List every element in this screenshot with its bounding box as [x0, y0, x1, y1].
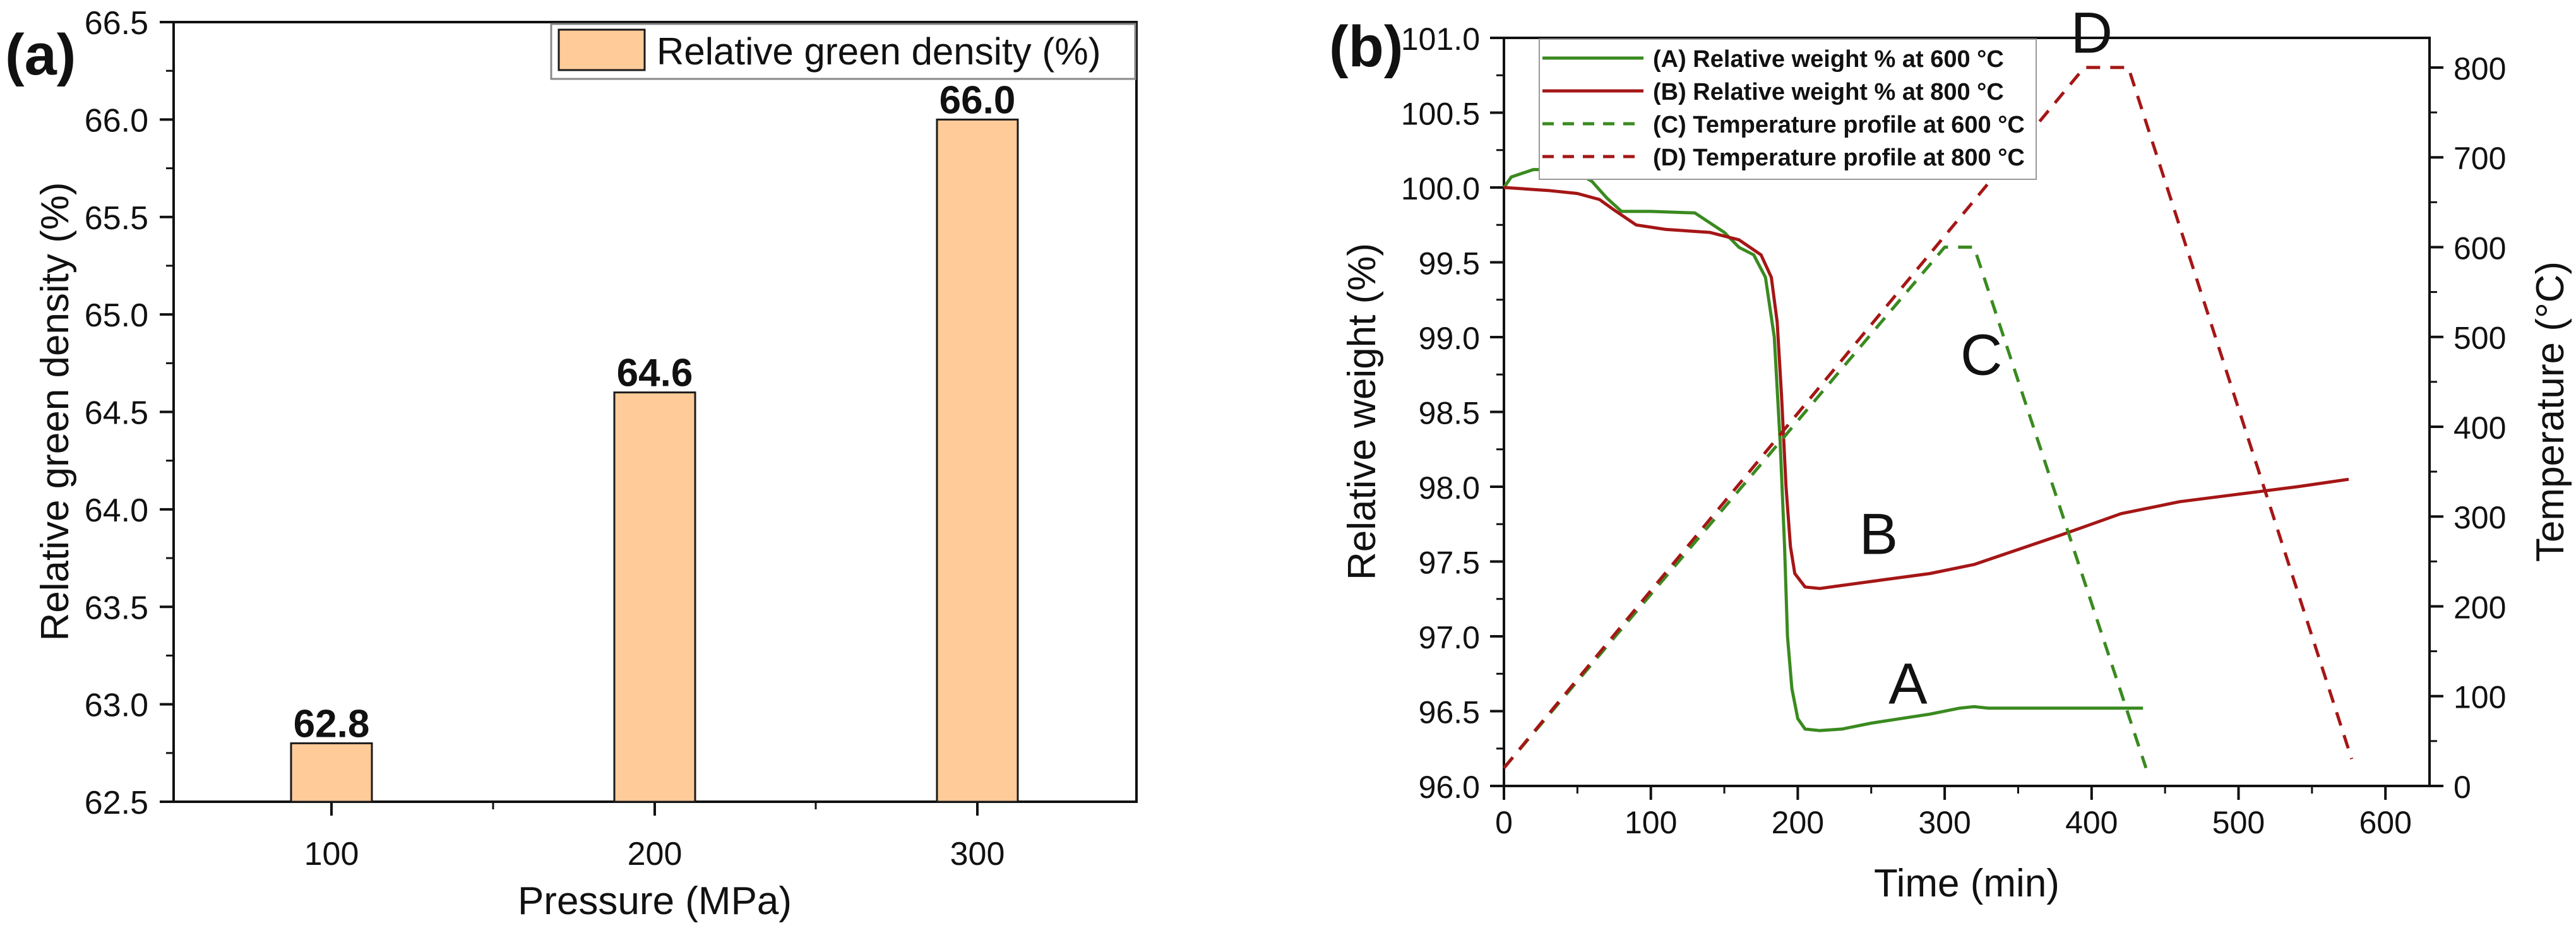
- y2-tick-label: 0: [2454, 770, 2471, 805]
- x-tick-label: 400: [2065, 805, 2118, 840]
- x-tick-label: 0: [1495, 805, 1513, 840]
- curve-label-d: D: [2071, 1, 2113, 66]
- y-tick-label: 66.5: [85, 5, 148, 42]
- bar: [613, 391, 696, 803]
- y-axis: 62.5 63.0 63.5 64.0 64.5 65.0 65.5 66.0 66.5: [85, 5, 174, 821]
- x-tick-label: 200: [1772, 805, 1824, 840]
- x-tick-label: 100: [1625, 805, 1677, 840]
- x-tick-label: 200: [628, 836, 683, 872]
- legend-box: [1539, 39, 2037, 180]
- legend-label: Relative green density (%): [657, 30, 1101, 73]
- bar-chart-panel: 62.5 63.0 63.5 64.0 64.5 65.0 65.5 66.0 66.5 100…: [33, 5, 1138, 923]
- y2-tick-label: 800: [2454, 51, 2506, 86]
- right-y-axis: 0 100 200 300 400 500 600 700 800: [2430, 51, 2506, 805]
- bar: [936, 118, 1019, 803]
- bar-value-labels: 62.8 64.6 66.0: [294, 78, 1016, 746]
- curve-label-b: B: [1859, 503, 1898, 567]
- y-tick-label: 97.0: [1419, 620, 1480, 655]
- legend-label: (A) Relative weight % at 600 °C: [1653, 46, 2004, 73]
- panel-a-label: (a): [5, 23, 76, 87]
- x-axis: 100 200 300: [304, 802, 1005, 872]
- y-tick-label: 99.0: [1419, 321, 1480, 356]
- curve-label-c: C: [1960, 323, 2002, 387]
- y-axis-title: Relative green density (%): [33, 182, 77, 641]
- left-y-axis: 96.0 96.5 97.0 97.5 98.0 98.5 99.0 99.5 100.0 100…: [1401, 21, 1504, 805]
- y-tick-label: 96.0: [1419, 770, 1480, 805]
- series-line-a: [1502, 168, 2144, 732]
- y-tick-label: 65.5: [85, 200, 148, 237]
- curve-letter-labels: A B C D: [1859, 1, 2113, 717]
- legend-swatch: [558, 28, 646, 71]
- y2-tick-label: 400: [2454, 410, 2506, 446]
- bar: [290, 742, 373, 803]
- y-tick-label: 66.0: [85, 102, 148, 139]
- series-line-b: [1503, 186, 2349, 590]
- panel-b-label: (b): [1329, 15, 1403, 79]
- y2-tick-label: 300: [2454, 500, 2506, 535]
- bar-value-label: 62.8: [294, 702, 370, 746]
- y-tick-label: 101.0: [1401, 21, 1480, 57]
- y-tick-label: 97.5: [1419, 545, 1480, 581]
- y-tick-label: 100.0: [1401, 171, 1480, 206]
- x-tick-label: 100: [304, 836, 359, 872]
- x-tick-label: 600: [2359, 805, 2411, 840]
- legend: Relative green density (%): [550, 23, 1136, 80]
- y2-tick-label: 700: [2454, 141, 2506, 176]
- x-axis-title: Time (min): [1874, 862, 2060, 905]
- x-tick-label: 500: [2212, 805, 2265, 840]
- x-axis: 0 100 200 300 400 500 600: [1495, 786, 2412, 840]
- y-tick-label: 62.5: [85, 785, 148, 821]
- y-tick-label: 99.5: [1419, 246, 1480, 282]
- x-tick-label: 300: [1918, 805, 1971, 840]
- legend-label: (B) Relative weight % at 800 °C: [1653, 79, 2004, 105]
- bar-value-label: 66.0: [939, 78, 1016, 122]
- y-tick-label: 63.0: [85, 687, 148, 724]
- y-tick-label: 64.0: [85, 492, 148, 529]
- y2-tick-label: 100: [2454, 680, 2506, 715]
- y-tick-label: 64.5: [85, 395, 148, 432]
- bars: [290, 118, 1019, 803]
- bar-value-label: 64.6: [617, 352, 693, 395]
- y2-tick-label: 500: [2454, 321, 2506, 356]
- legend-label: (D) Temperature profile at 800 °C: [1653, 145, 2025, 171]
- y-tick-label: 98.0: [1419, 470, 1480, 506]
- y-tick-label: 63.5: [85, 590, 148, 626]
- y2-tick-label: 600: [2454, 230, 2506, 266]
- y-tick-label: 65.0: [85, 297, 148, 334]
- y-tick-label: 98.5: [1419, 396, 1480, 431]
- legend-box: [550, 23, 1136, 80]
- right-y-axis-title: Temperature (°C): [2529, 261, 2572, 562]
- series-line-c: [1503, 246, 2148, 770]
- y2-tick-label: 200: [2454, 590, 2506, 625]
- series-lines: [1502, 66, 2354, 770]
- y-tick-label: 96.5: [1419, 695, 1480, 730]
- y-tick-label: 100.5: [1401, 97, 1480, 132]
- x-tick-label: 300: [950, 836, 1005, 872]
- legend-label: (C) Temperature profile at 600 °C: [1653, 112, 2025, 138]
- line-chart-panel: 96.0 96.5 97.0 97.5 98.0 98.5 99.0 99.5 100.0 100…: [1340, 1, 2572, 905]
- legend: (A) Relative weight % at 600 °C (B) Relat…: [1539, 39, 2037, 180]
- curve-label-a: A: [1888, 652, 1928, 717]
- left-y-axis-title: Relative weight (%): [1340, 243, 1384, 580]
- x-axis-title: Pressure (MPa): [518, 879, 792, 923]
